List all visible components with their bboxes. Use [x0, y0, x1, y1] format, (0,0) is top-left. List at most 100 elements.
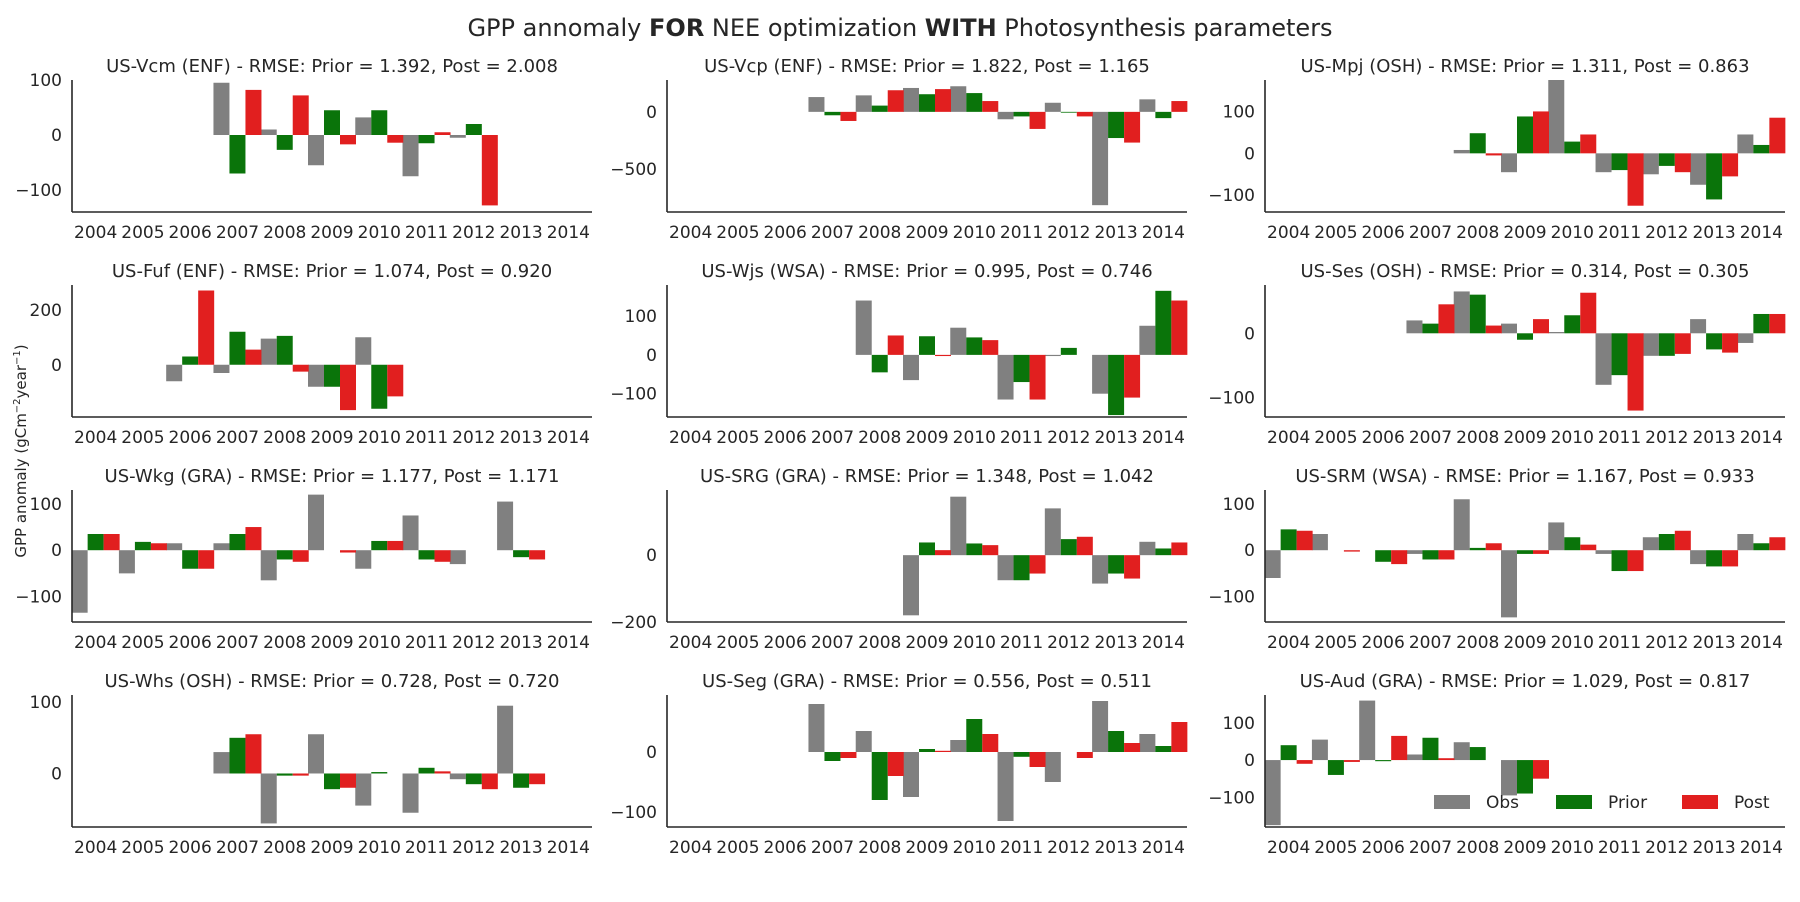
x-tick-label: 2004 [669, 428, 712, 448]
bar-obs-2014 [1139, 325, 1156, 355]
bar-prior-2009 [919, 94, 935, 112]
panel-title: US-Mpj (OSH) - RMSE: Prior = 1.311, Post… [1300, 56, 1749, 77]
bar-prior-2010 [966, 543, 983, 556]
bar-obs-2009 [903, 555, 919, 616]
bar-prior-2004 [1280, 745, 1297, 761]
bar-obs-2009 [308, 364, 324, 387]
y-tick-label: 0 [51, 764, 62, 784]
bar-obs-2010 [950, 740, 967, 752]
bar-post-2005 [1343, 550, 1360, 552]
y-tick-label: 100 [625, 307, 657, 327]
x-tick-label: 2007 [811, 838, 854, 858]
x-tick-label: 2007 [1409, 428, 1452, 448]
bar-prior-2007 [1422, 323, 1439, 334]
x-tick-label: 2004 [1267, 838, 1310, 858]
bar-prior-2007 [1422, 550, 1439, 560]
bar-prior-2011 [1611, 153, 1628, 171]
x-tick-label: 2011 [405, 428, 448, 448]
bar-post-2013 [529, 550, 546, 560]
bar-prior-2012 [1658, 534, 1675, 551]
bar-post-2010 [1580, 292, 1597, 334]
bar-obs-2013 [1690, 153, 1707, 185]
legend-swatch-prior [1556, 795, 1592, 809]
panel-title: US-Wkg (GRA) - RMSE: Prior = 1.177, Post… [105, 466, 560, 487]
bar-prior-2011 [418, 550, 435, 560]
x-tick-label: 2009 [310, 428, 353, 448]
bar-post-2011 [1627, 333, 1644, 411]
x-tick-label: 2006 [764, 223, 807, 243]
bar-post-2013 [1124, 555, 1141, 579]
panel-title: US-Aud (GRA) - RMSE: Prior = 1.029, Post… [1300, 671, 1751, 692]
bar-post-2014 [1171, 722, 1188, 752]
bar-obs-2012 [449, 773, 466, 780]
panel-title: US-Vcp (ENF) - RMSE: Prior = 1.822, Post… [704, 56, 1150, 77]
x-tick-label: 2014 [1142, 633, 1185, 653]
bar-prior-2013 [1706, 550, 1723, 567]
bar-prior-2012 [1060, 111, 1077, 113]
bar-obs-2012 [1642, 333, 1659, 356]
x-tick-label: 2004 [74, 223, 117, 243]
bar-prior-2008 [276, 550, 293, 560]
x-tick-label: 2011 [1598, 428, 1641, 448]
x-tick-label: 2010 [358, 633, 401, 653]
bar-post-2008 [1485, 153, 1502, 156]
bar-post-2009 [935, 550, 951, 556]
x-tick-label: 2013 [499, 223, 542, 243]
x-tick-label: 2013 [499, 838, 542, 858]
bar-obs-2008 [1453, 499, 1470, 551]
bar-prior-2007 [229, 737, 246, 774]
bar-post-2013 [1722, 333, 1739, 353]
x-tick-label: 2010 [953, 633, 996, 653]
bar-prior-2011 [1013, 111, 1030, 117]
y-tick-label: 0 [646, 546, 657, 566]
x-tick-label: 2014 [547, 838, 590, 858]
bar-post-2010 [982, 545, 999, 556]
x-tick-label: 2012 [452, 838, 495, 858]
bar-obs-2011 [1595, 550, 1612, 554]
x-tick-label: 2006 [764, 633, 807, 653]
bar-post-2012 [1674, 333, 1691, 354]
bar-post-2011 [1627, 153, 1644, 206]
y-tick-label: −200 [610, 613, 657, 633]
x-tick-label: 2009 [905, 428, 948, 448]
x-tick-label: 2010 [953, 223, 996, 243]
x-tick-label: 2005 [1314, 633, 1357, 653]
bar-prior-2014 [1753, 144, 1770, 154]
bar-obs-2007 [213, 82, 230, 135]
bar-obs-2014 [1737, 534, 1754, 551]
bar-post-2007 [245, 349, 262, 365]
bar-prior-2012 [465, 124, 482, 135]
x-tick-label: 2012 [1645, 223, 1688, 243]
bar-prior-2011 [1013, 354, 1030, 383]
bar-obs-2009 [1501, 760, 1517, 796]
y-tick-label: 0 [51, 541, 62, 561]
x-tick-label: 2007 [216, 428, 259, 448]
panel-title: US-Wjs (WSA) - RMSE: Prior = 0.995, Post… [701, 261, 1152, 282]
bar-prior-2006 [182, 550, 199, 569]
bar-obs-2008 [260, 338, 277, 365]
x-tick-label: 2007 [216, 838, 259, 858]
y-tick-label: 100 [1223, 102, 1255, 122]
bar-obs-2013 [1092, 111, 1109, 206]
bar-obs-2008 [855, 95, 872, 112]
bar-prior-2009 [324, 364, 340, 387]
bar-post-2007 [245, 734, 262, 774]
bar-post-2012 [1674, 530, 1691, 551]
y-tick-label: −100 [15, 181, 62, 201]
bar-obs-2012 [449, 550, 466, 565]
y-tick-label: −100 [610, 385, 657, 405]
bar-post-2008 [292, 550, 309, 562]
x-tick-label: 2005 [121, 428, 164, 448]
x-tick-label: 2010 [953, 428, 996, 448]
bar-obs-2007 [213, 543, 230, 551]
bar-post-2013 [1722, 153, 1739, 177]
bar-prior-2009 [1517, 116, 1533, 154]
x-tick-label: 2008 [858, 633, 901, 653]
x-tick-label: 2011 [1000, 838, 1043, 858]
bar-post-2007 [840, 752, 857, 758]
bar-obs-2013 [497, 705, 514, 774]
x-tick-label: 2004 [1267, 223, 1310, 243]
x-tick-label: 2014 [1740, 428, 1783, 448]
panel-3: US-Mpj (OSH) - RMSE: Prior = 1.311, Post… [1208, 56, 1786, 243]
bar-post-2009 [340, 550, 356, 553]
